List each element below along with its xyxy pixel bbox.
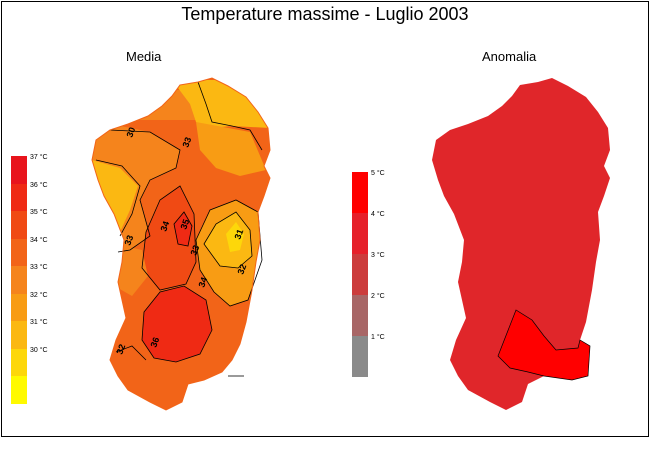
legend-media-swatch [11,321,27,349]
legend-media-label: 31 °C [30,319,48,326]
zone-35-south [142,286,212,362]
legend-media-swatch [11,348,27,376]
legend-media-swatch [11,156,27,184]
contour-label: 32 [235,263,248,276]
zone-35-central [174,212,192,246]
panel-label-anomalia: Anomalia [482,49,537,64]
legend-media-swatch [11,211,27,239]
media-contours [95,81,263,377]
legend-media-swatch [11,238,27,266]
legend-anomalia-swatch [352,336,368,377]
legend-anomalia-swatch [352,295,368,336]
figure-title: Temperature massime - Luglio 2003 [181,4,469,24]
legend-media-label: 32 °C [30,291,48,299]
zone-32-ne [196,122,266,176]
legend-anomalia-label: 3 °C [371,252,385,259]
zone-30-east [226,222,244,252]
legend-anomalia-swatch [352,172,368,213]
legend-media-label: 37 °C [30,154,48,161]
legend-media-label: 34 °C [30,236,48,244]
contour-label: 36 [148,336,161,349]
legend-media-swatch [11,266,27,294]
anomaly-island-base [432,78,610,410]
legend-media-swatch [11,183,27,211]
contour-label: 35 [178,218,191,231]
contour-label: 33 [180,136,193,149]
map-anomalia [432,78,610,410]
legend-anomalia-label: 4 °C [371,211,385,218]
panel-label-media: Media [126,49,162,64]
contour-label: 34 [158,220,171,233]
legend-anomalia-swatch [352,254,368,295]
legend-media-label: 36 °C [30,181,48,189]
media-contour-labels: 30 33 33 34 33 31 32 34 35 36 32 [114,126,248,356]
media-coast [91,77,271,411]
legend-media-label: 30 °C [30,346,48,354]
legend-media-swatch [11,376,27,404]
legend-anomalia-label: 1 °C [371,334,385,341]
legend-media-label: 33 °C [30,264,48,271]
contour-label: 30 [124,126,137,139]
contour-label: 31 [232,228,245,241]
map-media: 30 33 33 34 33 31 32 34 35 36 32 [91,77,271,411]
contour-label: 33 [188,244,201,257]
zone-32-north [92,90,270,252]
anomaly-zone-high [497,309,591,381]
contour-label: 34 [196,276,209,289]
contour-label: 33 [122,234,135,247]
legend-media-label: 35 °C [30,209,48,216]
legend-media-swatch [11,293,27,321]
legend-anomalia-swatch [352,213,368,254]
zone-34-central [142,186,196,290]
legend-anomalia-label: 2 °C [371,293,385,300]
legend-anomalia-label: 5 °C [371,170,385,177]
contour-label: 32 [114,343,127,356]
